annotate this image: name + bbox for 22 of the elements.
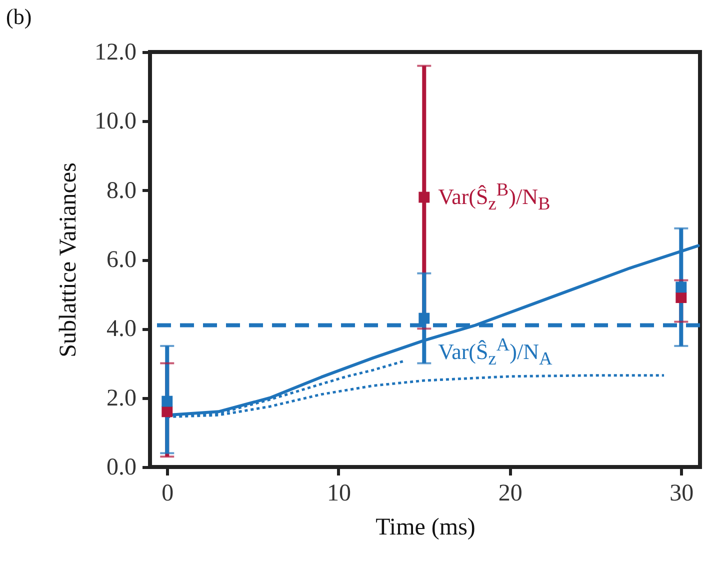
point [676,292,687,304]
series-label: Var(Ŝ$_{z}$$^{A}$)/N$_{A}$ [438,334,552,370]
x-tick-label: 10 [326,480,351,506]
y-tick-label: 6.0 [106,247,136,273]
y-tick-label: 4.0 [106,316,136,342]
y-tick-label: 0.0 [106,454,136,480]
point [418,312,430,324]
y-tick-label: 2.0 [106,385,136,412]
text: (b) [6,4,32,30]
y-tick-label: 8.0 [106,178,136,204]
point [418,192,430,203]
y-tick-label: 10.0 [94,108,136,135]
x-tick-label: 20 [498,480,522,506]
series-label: Var(Ŝ$_{z}$$^{B}$)/N$_{B}$ [438,180,550,215]
point [162,406,173,418]
point [162,396,173,407]
y-axis-title: Sublattice Variances [56,162,82,358]
x-tick-label: 30 [670,480,694,506]
point [676,282,687,293]
x-tick-label: 0 [162,480,174,506]
y-tick-label: 12.0 [94,40,136,66]
x-axis-title: Time (ms) [376,514,476,540]
